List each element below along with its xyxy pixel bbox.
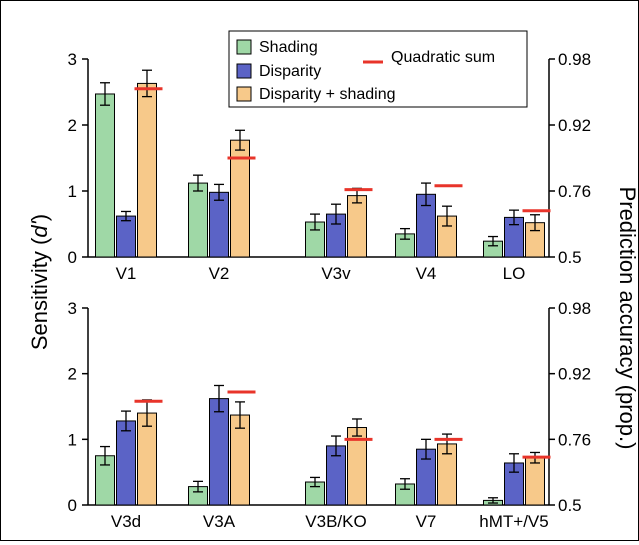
bar-group-v3v: V3v bbox=[305, 187, 373, 283]
right-tick-label: 0.92 bbox=[558, 116, 591, 135]
left-tick-label: 0 bbox=[68, 248, 77, 267]
category-label: V3v bbox=[321, 264, 351, 283]
bar-shading bbox=[95, 93, 115, 258]
right-axis-title: Prediction accuracy (prop.) bbox=[615, 187, 638, 450]
bar-combined bbox=[137, 82, 157, 258]
bar-group-lo: LO bbox=[483, 209, 551, 283]
bar-shading bbox=[188, 182, 208, 258]
category-label: V1 bbox=[116, 264, 137, 283]
legend-label-disparity: Disparity bbox=[259, 63, 321, 80]
category-label: hMT+/V5 bbox=[479, 512, 548, 531]
left-axis-title-suffix: ) bbox=[27, 214, 52, 221]
left-tick-label: 2 bbox=[68, 116, 77, 135]
right-tick-label: 0.98 bbox=[558, 50, 591, 69]
legend-swatch-combined bbox=[236, 86, 252, 102]
bar-disparity bbox=[209, 398, 229, 506]
left-tick-label: 3 bbox=[68, 299, 77, 318]
left-axis-title-italic: d' bbox=[27, 220, 52, 237]
bar-group-v7: V7 bbox=[395, 433, 463, 531]
right-tick-label: 0.5 bbox=[558, 248, 582, 267]
bar-combined bbox=[347, 195, 367, 258]
bar-group-hmt-v5: hMT+/V5 bbox=[479, 451, 551, 531]
bar-group-v2: V2 bbox=[188, 129, 256, 283]
left-tick-label: 1 bbox=[68, 182, 77, 201]
legend-swatch-shading bbox=[236, 39, 252, 55]
left-tick-label: 3 bbox=[68, 50, 77, 69]
right-tick-label: 0.76 bbox=[558, 182, 591, 201]
bar-group-v3b-ko: V3B/KO bbox=[305, 418, 373, 531]
bar-disparity bbox=[116, 215, 136, 258]
category-label: V2 bbox=[209, 264, 230, 283]
bar-combined bbox=[525, 457, 545, 506]
category-label: V3B/KO bbox=[305, 512, 366, 531]
bar-disparity bbox=[116, 420, 136, 506]
right-tick-label: 0.92 bbox=[558, 365, 591, 384]
left-tick-label: 1 bbox=[68, 430, 77, 449]
bar-group-v3a: V3A bbox=[188, 384, 256, 531]
left-axis-title: Sensitivity (d') bbox=[27, 214, 52, 350]
legend: Shading Disparity Disparity + shading Qu… bbox=[228, 30, 528, 108]
legend-box bbox=[228, 30, 528, 108]
right-tick-label: 0.5 bbox=[558, 496, 582, 515]
legend-label-quadratic: Quadratic sum bbox=[391, 49, 495, 66]
category-label: V3d bbox=[111, 512, 141, 531]
bar-combined bbox=[137, 412, 157, 506]
category-label: LO bbox=[503, 264, 526, 283]
right-tick-label: 0.76 bbox=[558, 430, 591, 449]
category-label: V7 bbox=[416, 512, 437, 531]
left-tick-label: 2 bbox=[68, 365, 77, 384]
right-tick-label: 0.98 bbox=[558, 299, 591, 318]
category-label: V4 bbox=[416, 264, 437, 283]
bar-group-v3d: V3d bbox=[95, 399, 163, 531]
bar-disparity bbox=[209, 191, 229, 258]
left-tick-label: 0 bbox=[68, 496, 77, 515]
legend-label-shading: Shading bbox=[259, 39, 318, 56]
bar-group-v1: V1 bbox=[95, 69, 163, 283]
bar-group-v4: V4 bbox=[395, 182, 463, 283]
legend-swatch-disparity bbox=[236, 63, 252, 79]
category-label: V3A bbox=[203, 512, 236, 531]
left-axis-title-prefix: Sensitivity ( bbox=[27, 237, 52, 350]
legend-label-combined: Disparity + shading bbox=[259, 86, 396, 103]
